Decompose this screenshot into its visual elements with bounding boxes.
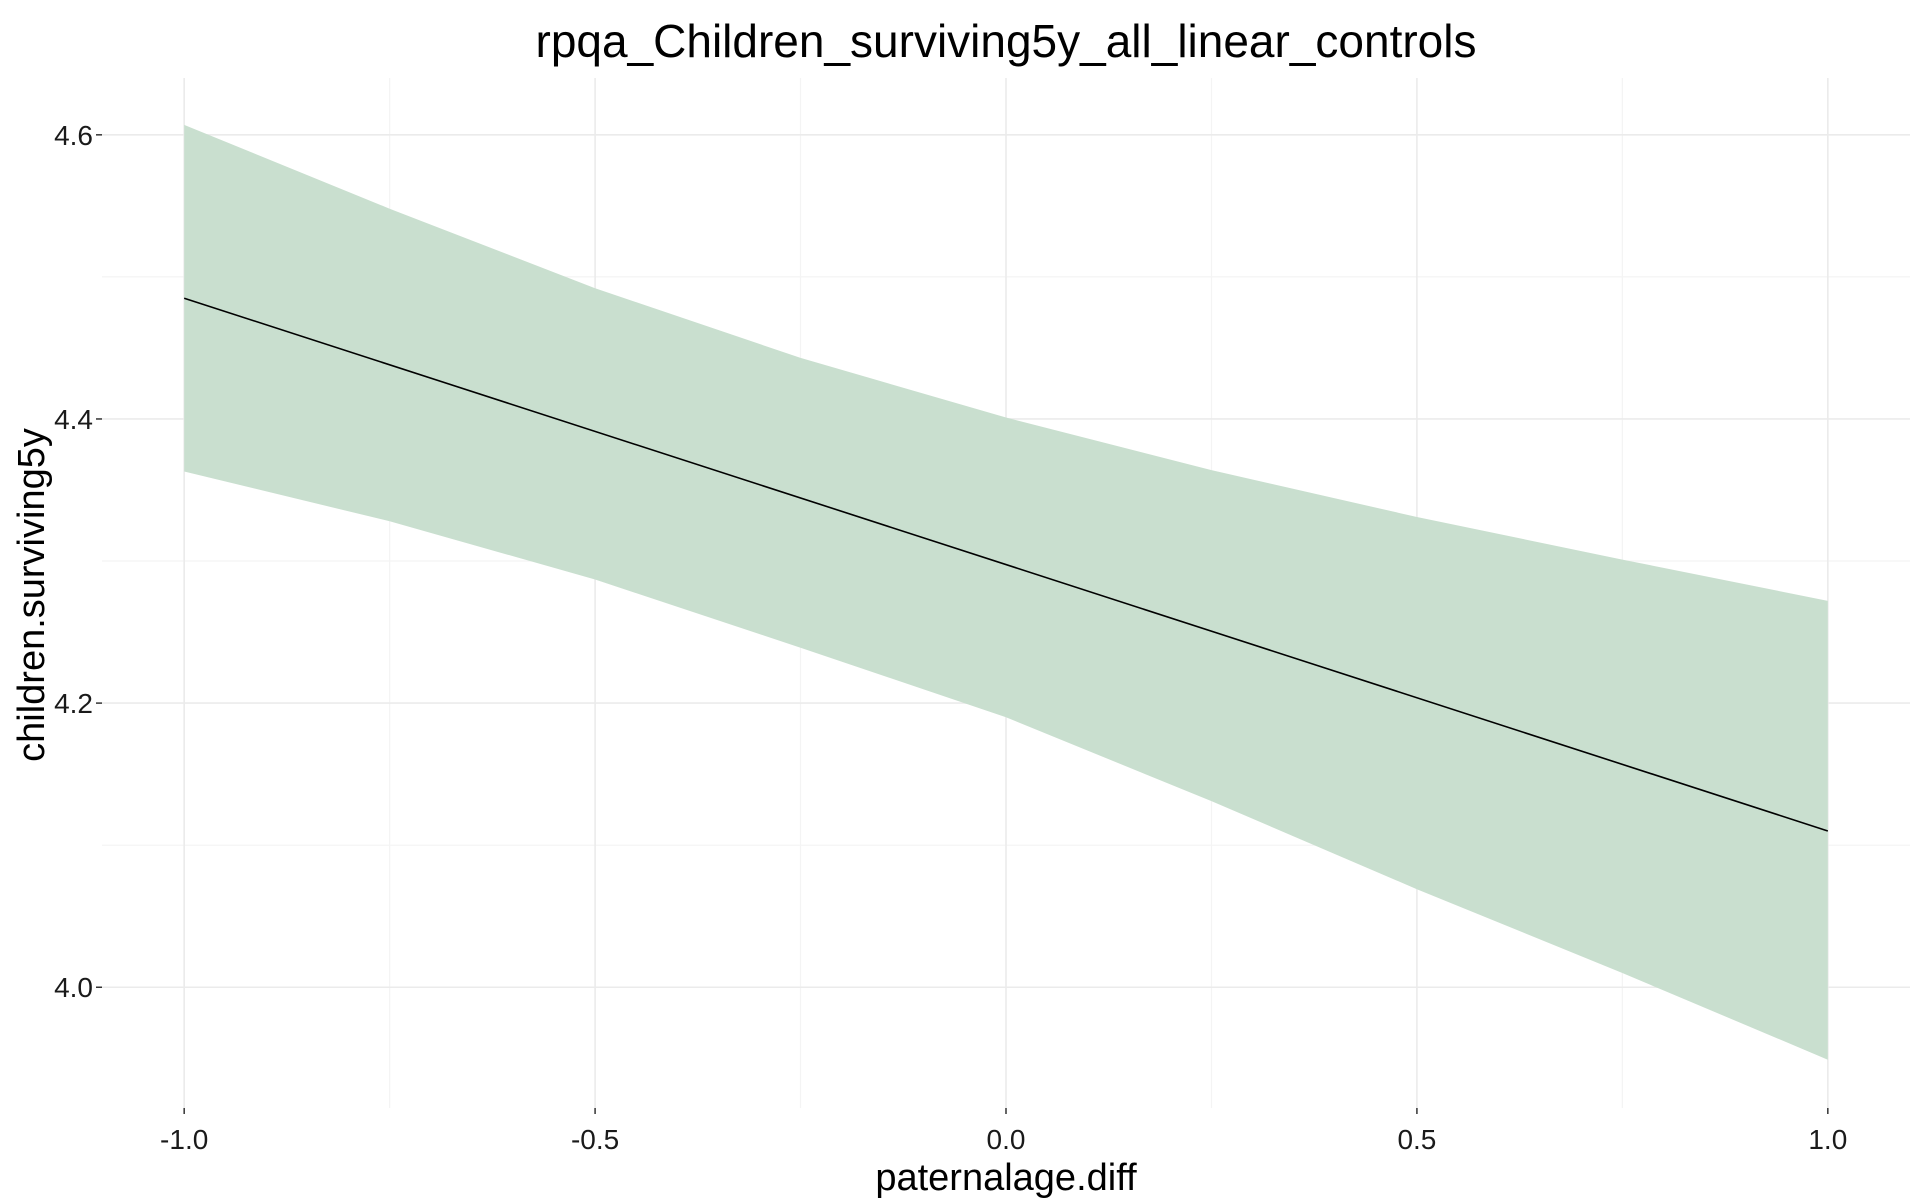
chart-title: rpqa_Children_surviving5y_all_linear_con… — [536, 15, 1477, 67]
axis-layer: 4.0 4.2 4.4 4.6 -1.0 -0.5 0.0 0.5 1.0 — [54, 120, 1847, 1155]
y-axis-label: children.surviving5y — [11, 428, 53, 762]
x-tick-label: 0.5 — [1397, 1124, 1436, 1155]
y-tick-label: 4.6 — [54, 120, 93, 151]
x-axis-label: paternalage.diff — [875, 1157, 1137, 1199]
fit-line — [183, 297, 1829, 832]
x-tick-label: 1.0 — [1808, 1124, 1847, 1155]
y-tick-label: 4.2 — [54, 688, 93, 719]
confidence-band-layer — [184, 124, 1828, 1060]
x-tick-label: 0.0 — [987, 1124, 1026, 1155]
x-tick-label: -0.5 — [571, 1124, 619, 1155]
y-tick-label: 4.0 — [54, 972, 93, 1003]
confidence-band — [184, 124, 1828, 1060]
fit-line-layer — [183, 297, 1829, 832]
y-tick-label: 4.4 — [54, 404, 93, 435]
x-tick-label: -1.0 — [160, 1124, 208, 1155]
